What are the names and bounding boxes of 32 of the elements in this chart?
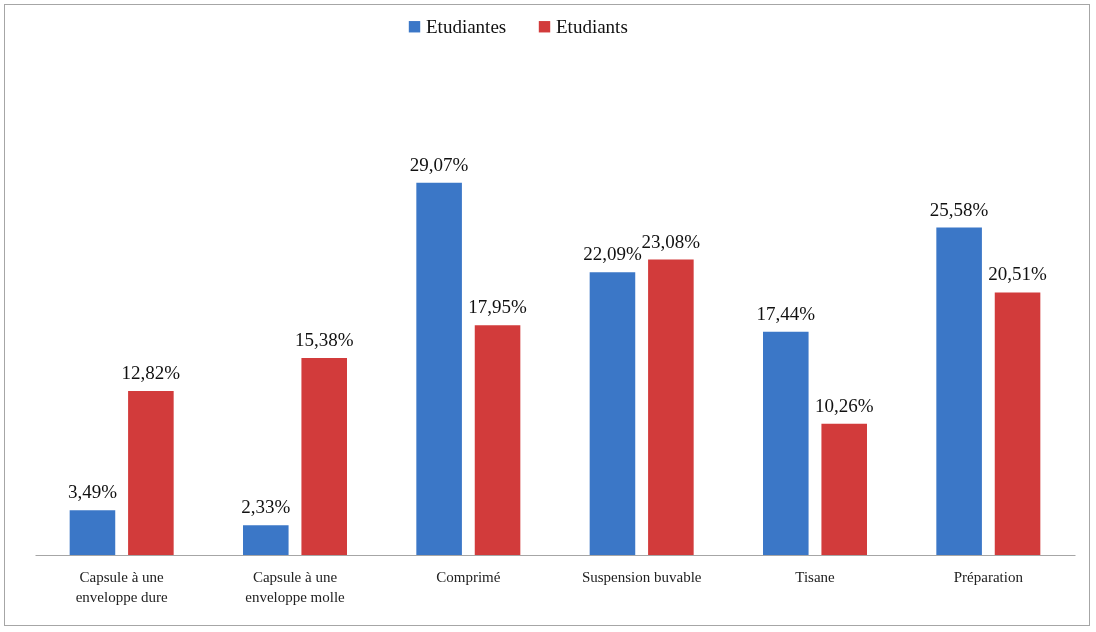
data-label: 10,26%	[814, 394, 874, 416]
x-tick-label: Suspension buvable	[581, 568, 702, 585]
bar	[69, 510, 116, 555]
data-label: 12,82%	[121, 361, 181, 383]
data-label: 23,08%	[641, 230, 701, 252]
bar	[994, 292, 1041, 555]
data-label: 15,38%	[294, 329, 354, 351]
x-tick-label: Comprimé	[436, 568, 501, 585]
x-tick-label: Capsule à une enveloppe dure	[75, 568, 169, 605]
bar	[474, 325, 521, 555]
data-label: 25,58%	[929, 198, 989, 220]
data-label: 3,49%	[67, 481, 118, 503]
bar	[648, 259, 694, 555]
x-tick-label: Tisane	[795, 568, 836, 585]
bar	[416, 182, 462, 555]
bar	[243, 525, 289, 555]
x-tick-label: Capsule à une enveloppe molle	[245, 568, 346, 605]
data-label: 22,09%	[583, 243, 642, 265]
bar	[128, 390, 174, 555]
bar	[936, 227, 982, 555]
x-tick-label: Préparation	[953, 568, 1024, 585]
data-label: 29,07%	[409, 153, 469, 175]
legend-label: Etudiants	[556, 15, 628, 37]
data-label: 2,33%	[241, 496, 291, 518]
bar	[589, 272, 636, 555]
bar	[821, 423, 867, 555]
data-label: 17,44%	[756, 302, 816, 324]
bar	[763, 331, 809, 555]
data-label: 20,51%	[988, 263, 1048, 285]
legend-label: Etudiantes	[426, 15, 507, 37]
data-label: 17,95%	[468, 296, 528, 318]
bar	[301, 358, 347, 555]
